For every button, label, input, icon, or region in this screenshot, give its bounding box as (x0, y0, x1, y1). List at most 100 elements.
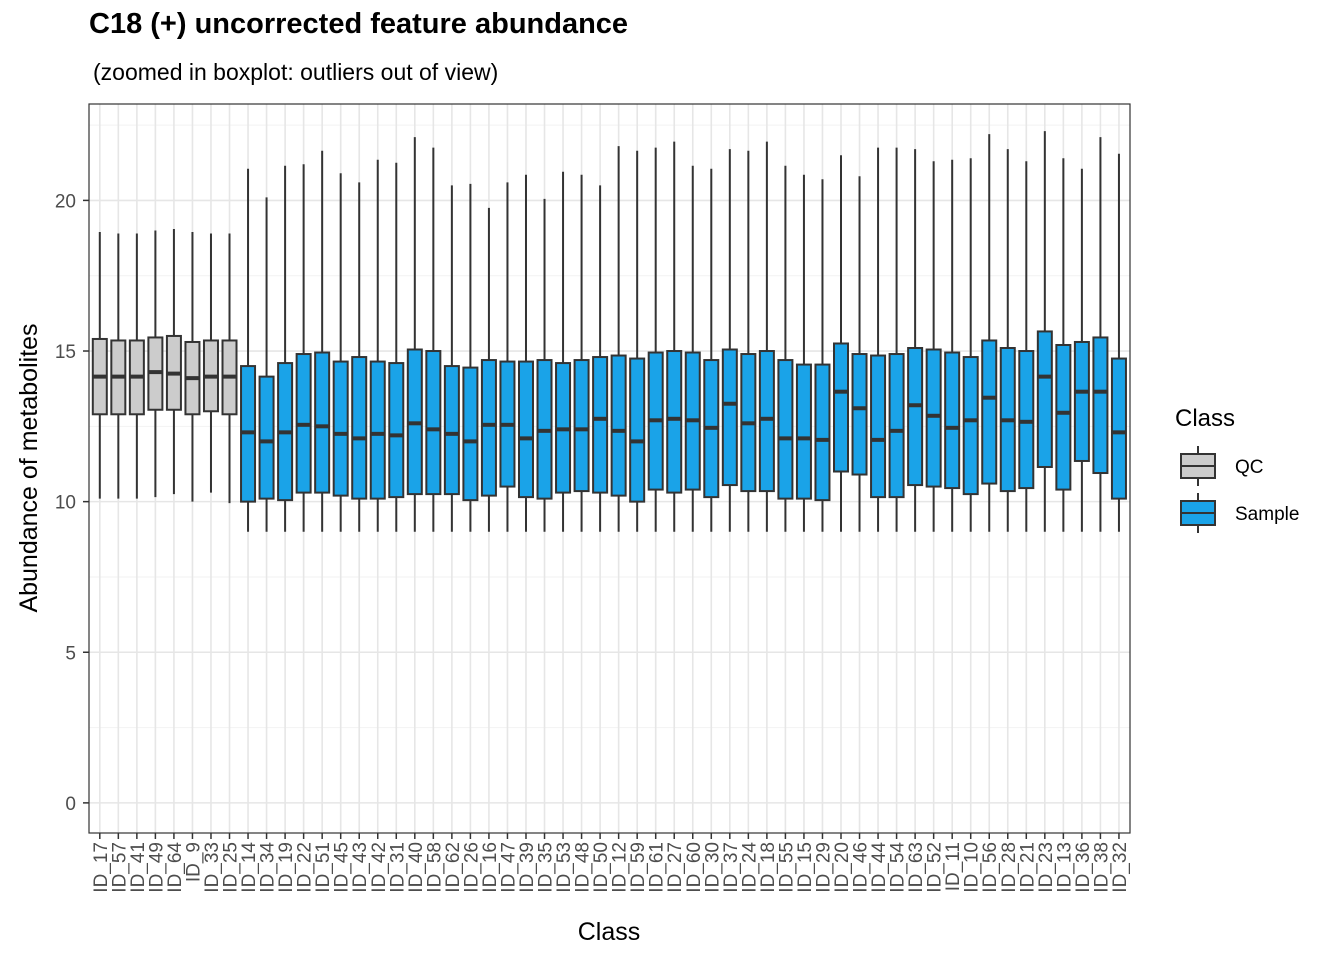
box-ID_23 (1036, 330, 1053, 468)
box-ID_13 (1055, 343, 1072, 491)
x-tick-label: ID_43 (350, 842, 371, 893)
box-ID_48 (573, 359, 590, 493)
legend-title: Class (1175, 405, 1235, 432)
box-ID_16 (480, 359, 497, 497)
axis-layer: 05101520ID_17ID_57ID_41ID_49ID_64ID_9ID_… (55, 191, 1131, 892)
y-tick-label: 15 (55, 342, 76, 363)
x-tick-label: ID_49 (146, 842, 167, 893)
legend-key-sample (1180, 493, 1216, 533)
box-ID_37 (721, 348, 738, 487)
box-ID_50 (592, 356, 609, 494)
x-tick-label: ID_32 (1110, 842, 1131, 893)
box-ID_58 (425, 350, 442, 496)
x-tick-label: ID_52 (925, 842, 946, 893)
x-tick-label: ID_22 (295, 842, 316, 893)
x-tick-label: ID_17 (91, 842, 112, 893)
box-layer (91, 131, 1127, 532)
x-tick-label: ID_57 (109, 842, 130, 893)
box-ID_26 (462, 366, 479, 502)
x-tick-label: ID_61 (647, 842, 668, 893)
x-tick-label: ID_18 (758, 842, 779, 893)
x-tick-label: ID_16 (480, 842, 501, 893)
x-tick-label: ID_13 (1054, 842, 1075, 893)
x-axis-title: Class (578, 918, 641, 946)
x-tick-label: ID_35 (536, 842, 557, 893)
box-ID_32 (1110, 357, 1127, 500)
box-ID_54 (888, 353, 905, 499)
box-ID_38 (1092, 336, 1109, 475)
x-tick-label: ID_34 (258, 842, 279, 893)
y-tick-label: 5 (65, 643, 76, 664)
x-tick-label: ID_26 (461, 842, 482, 893)
x-tick-label: ID_63 (906, 842, 927, 893)
box-ID_12 (610, 354, 627, 497)
x-tick-label: ID_15 (795, 842, 816, 893)
x-tick-label: ID_38 (1091, 842, 1112, 893)
x-tick-label: ID_56 (980, 842, 1001, 893)
x-tick-label: ID_10 (962, 842, 983, 893)
y-tick-label: 10 (55, 493, 76, 514)
x-tick-label: ID_40 (406, 842, 427, 893)
box-ID_63 (907, 347, 924, 487)
x-tick-label: ID_60 (684, 842, 705, 893)
x-tick-label: ID_55 (776, 842, 797, 893)
x-tick-label: ID_37 (721, 842, 742, 893)
legend-entries: QC Sample (1180, 446, 1299, 533)
x-tick-label: ID_39 (517, 842, 538, 893)
box-ID_21 (1018, 350, 1035, 490)
box-ID_59 (629, 357, 646, 503)
x-tick-label: ID_31 (387, 842, 408, 893)
x-tick-label: ID_53 (554, 842, 575, 893)
x-tick-label: ID_12 (610, 842, 631, 893)
box-ID_43 (351, 356, 368, 500)
box-ID_31 (388, 362, 405, 499)
box-ID_56 (981, 339, 998, 485)
box-ID_27 (666, 350, 683, 494)
box-ID_44 (870, 354, 887, 499)
x-tick-label: ID_59 (628, 842, 649, 893)
x-tick-label: ID_42 (369, 842, 390, 893)
x-tick-label: ID_62 (443, 842, 464, 893)
box-ID_39 (517, 360, 534, 499)
x-tick-label: ID_54 (888, 842, 909, 893)
box-ID_51 (314, 351, 331, 494)
x-tick-label: ID_28 (999, 842, 1020, 893)
box-ID_55 (777, 359, 794, 500)
x-tick-label: ID_30 (702, 842, 723, 893)
chart-subtitle: (zoomed in boxplot: outliers out of view… (93, 59, 499, 85)
x-tick-label: ID_21 (1017, 842, 1038, 893)
box-ID_15 (795, 363, 812, 500)
box-ID_29 (814, 363, 831, 502)
x-tick-label: ID_23 (1036, 842, 1057, 893)
box-ID_46 (851, 353, 868, 476)
box-ID_52 (925, 348, 942, 488)
panel-border (88, 103, 1131, 834)
x-tick-label: ID_27 (665, 842, 686, 893)
x-tick-label: ID_41 (128, 842, 149, 893)
box-ID_10 (962, 356, 979, 496)
x-tick-label: ID_46 (851, 842, 872, 893)
box-ID_62 (443, 365, 460, 496)
box-ID_20 (833, 342, 849, 473)
legend-key-qc (1180, 446, 1216, 486)
x-tick-label: ID_24 (739, 842, 760, 893)
x-tick-label: ID_50 (591, 842, 612, 893)
x-tick-label: ID_45 (332, 842, 353, 893)
x-tick-label: ID_11 (943, 842, 964, 891)
x-tick-label: ID_14 (239, 842, 260, 893)
x-tick-label: ID_20 (832, 842, 853, 893)
legend: Class QC Sample (1175, 405, 1299, 533)
x-tick-label: ID_64 (165, 842, 186, 893)
y-axis-title: Abundance of metabolites (15, 323, 43, 612)
x-tick-label: ID_25 (221, 842, 242, 893)
x-tick-label: ID_36 (1073, 842, 1094, 893)
legend-label: Sample (1235, 504, 1299, 525)
box-ID_36 (1073, 340, 1090, 462)
x-tick-label: ID_19 (276, 842, 297, 893)
x-tick-label: ID_9 (183, 842, 204, 882)
box-ID_11 (944, 351, 961, 490)
x-tick-label: ID_58 (424, 842, 445, 893)
box-ID_45 (332, 360, 349, 497)
box-ID_18 (758, 350, 775, 493)
